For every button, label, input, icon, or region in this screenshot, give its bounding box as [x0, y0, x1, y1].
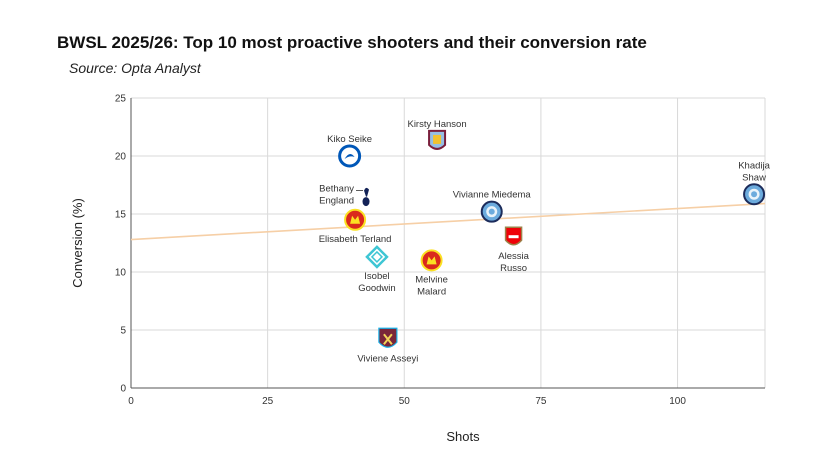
chelsea-crest-icon [365, 245, 389, 269]
point-label: Goodwin [358, 283, 396, 294]
manchester-city-crest-icon [751, 191, 758, 198]
aston-villa-crest-icon [433, 134, 442, 144]
x-tick-label: 25 [262, 396, 274, 407]
y-tick-label: 15 [115, 210, 127, 221]
point-label: Shaw [742, 172, 766, 183]
point-label: Kiko Seike [327, 134, 372, 145]
grid [130, 97, 766, 389]
y-tick-label: 10 [115, 268, 127, 279]
point-label: Malard [417, 286, 446, 297]
data-point: Vivianne Miedema [453, 190, 532, 223]
y-tick-label: 0 [120, 384, 126, 395]
point-label: England [319, 196, 354, 207]
x-tick-label: 50 [399, 396, 411, 407]
point-label: Bethany [319, 184, 354, 195]
west-ham-crest-icon [383, 333, 393, 345]
arsenal-crest-icon [508, 235, 519, 239]
y-axis-title: Conversion (%) [70, 198, 85, 288]
chelsea-crest-icon [370, 250, 384, 263]
point-label: Viviene Asseyi [357, 353, 418, 364]
data-point: Viviene Asseyi [357, 327, 418, 364]
chart-subtitle: Source: Opta Analyst [69, 60, 201, 76]
point-label: Elisabeth Terland [319, 234, 392, 245]
point-label: Russo [500, 263, 527, 274]
x-tick-label: 0 [128, 396, 134, 407]
point-label: Kirsty Hanson [407, 119, 466, 130]
manchester-city-crest-icon [488, 208, 495, 215]
y-tick-label: 5 [120, 326, 126, 337]
point-label: Vivianne Miedema [453, 190, 532, 201]
point-label: Isobel [364, 271, 389, 282]
y-tick-label: 20 [115, 152, 127, 163]
data-point: Kirsty Hanson [407, 119, 467, 150]
brighton-crest-icon [344, 153, 355, 159]
data-point: Elisabeth Terland [319, 208, 392, 245]
x-tick-label: 75 [535, 396, 547, 407]
point-label: Khadija [738, 160, 770, 171]
trend-line [130, 202, 766, 241]
point-label: Melvine [415, 274, 448, 285]
x-axis-title: Shots [446, 429, 480, 444]
chart-title: BWSL 2025/26: Top 10 most proactive shoo… [57, 33, 647, 52]
point-label: Alessia [498, 251, 529, 262]
tottenham-crest-icon [364, 187, 370, 197]
y-tick-label: 25 [115, 94, 127, 105]
manchester-united-crest-icon [350, 215, 361, 224]
data-point: Kiko Seike [327, 134, 372, 168]
manchester-united-crest-icon [426, 256, 437, 265]
x-tick-label: 100 [669, 396, 686, 407]
tottenham-crest-icon [362, 197, 370, 207]
